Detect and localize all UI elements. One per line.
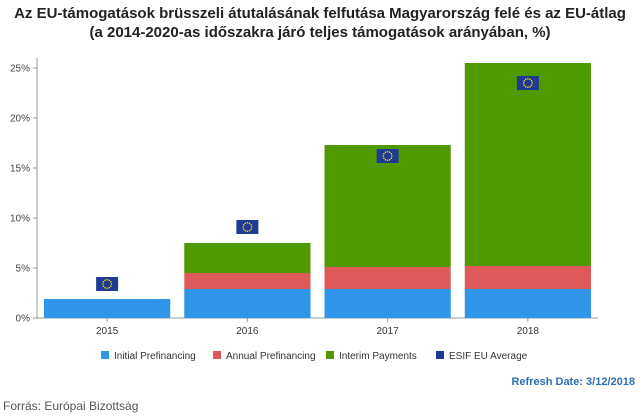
x-tick-label: 2018 xyxy=(517,326,540,337)
eu-star xyxy=(382,155,385,157)
legend-item-label: Interim Payments xyxy=(339,351,417,362)
legend-swatch xyxy=(101,351,109,359)
legend-item-label: Annual Prefinancing xyxy=(226,351,316,362)
bar-segment-annual-prefinancing xyxy=(184,273,311,289)
eu-star xyxy=(524,78,527,81)
y-tick-label: 0% xyxy=(16,314,31,325)
eu-star xyxy=(388,158,391,161)
eu-star xyxy=(106,278,108,281)
eu-star xyxy=(248,222,251,225)
eu-star xyxy=(242,228,245,230)
eu-average-marker xyxy=(516,76,539,90)
eu-star xyxy=(388,151,391,154)
eu-star xyxy=(242,226,244,228)
bar-segment-annual-prefinancing xyxy=(324,267,451,289)
eu-average-marker xyxy=(376,149,399,163)
eu-star xyxy=(530,80,533,82)
y-tick-label: 5% xyxy=(16,264,31,275)
eu-star xyxy=(102,281,105,283)
eu-star xyxy=(242,224,245,226)
bar-segment-initial-prefinancing xyxy=(184,289,311,318)
eu-star xyxy=(246,230,249,233)
chart-area: 0% 5% 10% 15% 20% 25% 2015 2016 2017 2018 Initial … xyxy=(10,58,598,362)
eu-star xyxy=(390,157,393,159)
eu-star xyxy=(108,286,111,289)
bar-segment-interim-payments xyxy=(184,243,311,273)
x-tick-label: 2017 xyxy=(377,326,400,337)
bar-segment-annual-prefinancing xyxy=(464,266,591,289)
eu-star xyxy=(531,82,533,84)
bar-segment-interim-payments xyxy=(324,145,451,267)
bar-segment-interim-payments xyxy=(464,63,591,266)
bar-segment-initial-prefinancing xyxy=(324,289,451,318)
legend-item-label: ESIF EU Average xyxy=(449,351,528,362)
legend-swatch xyxy=(326,351,334,359)
eu-star xyxy=(523,84,525,86)
eu-star xyxy=(390,153,393,155)
eu-star xyxy=(244,229,247,232)
eu-star xyxy=(383,153,385,155)
eu-star xyxy=(527,86,529,89)
eu-star xyxy=(530,84,533,86)
eu-star xyxy=(244,222,247,225)
eu-star xyxy=(110,285,112,287)
source-note: Forrás: Európai Bizottság xyxy=(3,399,139,413)
eu-star xyxy=(529,85,531,88)
bar-segment-initial-prefinancing xyxy=(464,289,591,318)
legend-swatch xyxy=(436,351,444,359)
y-tick-label: 25% xyxy=(10,64,30,75)
x-tick-label: 2015 xyxy=(96,326,119,337)
bar-segment-initial-prefinancing xyxy=(44,299,171,318)
eu-star xyxy=(522,82,525,84)
legend-swatch xyxy=(213,351,221,359)
eu-star xyxy=(246,221,249,224)
y-tick-label: 20% xyxy=(10,114,30,125)
y-tick-label: 15% xyxy=(10,164,30,175)
eu-average-marker xyxy=(96,277,119,291)
eu-star xyxy=(529,78,531,81)
eu-star xyxy=(110,283,113,285)
eu-star xyxy=(527,77,529,80)
eu-star xyxy=(391,155,393,157)
eu-star xyxy=(384,158,387,161)
eu-star xyxy=(384,151,387,154)
eu-star xyxy=(104,279,106,282)
eu-star xyxy=(250,224,252,226)
eu-star xyxy=(106,287,108,290)
eu-star xyxy=(102,285,105,287)
eu-star xyxy=(104,286,106,289)
eu-star xyxy=(248,229,251,232)
eu-star xyxy=(386,150,389,153)
eu-average-marker xyxy=(236,220,259,234)
eu-star xyxy=(524,85,527,88)
eu-star xyxy=(383,157,385,159)
refresh-date: Refresh Date: 3/12/2018 xyxy=(511,376,635,388)
eu-star xyxy=(110,281,112,283)
eu-star xyxy=(102,283,104,285)
x-tick-label: 2016 xyxy=(236,326,259,337)
eu-star xyxy=(523,80,525,82)
legend-item-label: Initial Prefinancing xyxy=(114,351,196,362)
chart-title: Az EU-támogatások brüsszeli átutalásának… xyxy=(14,5,626,22)
y-tick-label: 10% xyxy=(10,214,30,225)
eu-star xyxy=(250,228,252,230)
eu-star xyxy=(250,226,253,228)
eu-star xyxy=(108,279,111,282)
eu-star xyxy=(386,159,389,162)
chart-subtitle: (a 2014-2020-as időszakra járó teljes tá… xyxy=(89,24,551,41)
